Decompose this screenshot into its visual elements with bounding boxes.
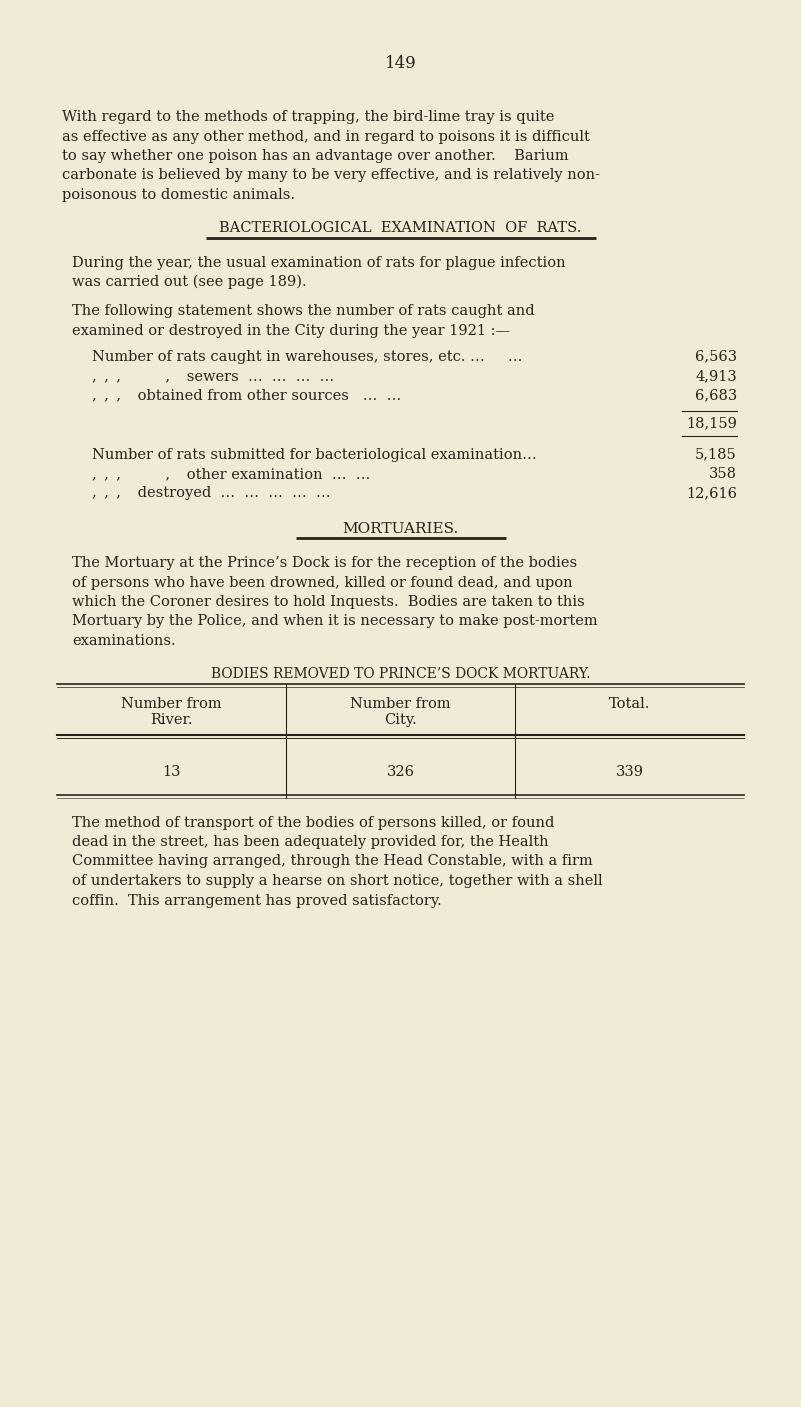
Text: 18,159: 18,159 (686, 416, 737, 431)
Text: The method of transport of the bodies of persons killed, or found: The method of transport of the bodies of… (72, 816, 554, 830)
Text: BACTERIOLOGICAL  EXAMINATION  OF  RATS.: BACTERIOLOGICAL EXAMINATION OF RATS. (219, 221, 582, 235)
Text: of undertakers to supply a hearse on short notice, together with a shell: of undertakers to supply a hearse on sho… (72, 874, 602, 888)
Text: 12,616: 12,616 (686, 487, 737, 501)
Text: Number from
City.: Number from City. (350, 696, 451, 726)
Text: , , ,         ,   other examination  …  …: , , , , other examination … … (92, 467, 370, 481)
Text: Mortuary by the Police, and when it is necessary to make post-mortem: Mortuary by the Police, and when it is n… (72, 615, 598, 629)
Text: Total.: Total. (609, 696, 650, 711)
Text: 358: 358 (709, 467, 737, 481)
Text: With regard to the methods of trapping, the bird-lime tray is quite: With regard to the methods of trapping, … (62, 110, 554, 124)
Text: dead in the street, has been adequately provided for, the Health: dead in the street, has been adequately … (72, 834, 549, 848)
Text: 326: 326 (387, 764, 414, 778)
Text: which the Coroner desires to hold Inquests.  Bodies are taken to this: which the Coroner desires to hold Inques… (72, 595, 585, 609)
Text: 6,563: 6,563 (695, 349, 737, 363)
Text: examined or destroyed in the City during the year 1921 :—: examined or destroyed in the City during… (72, 324, 510, 338)
Text: 149: 149 (384, 55, 417, 72)
Text: , , ,   destroyed  …  …  …  …  …: , , , destroyed … … … … … (92, 487, 331, 501)
Text: 4,913: 4,913 (695, 369, 737, 383)
Text: was carried out (see page 189).: was carried out (see page 189). (72, 274, 307, 290)
Text: Number of rats submitted for bacteriological examination…: Number of rats submitted for bacteriolog… (92, 447, 537, 461)
Text: 5,185: 5,185 (695, 447, 737, 461)
Text: During the year, the usual examination of rats for plague infection: During the year, the usual examination o… (72, 256, 566, 270)
Text: Number of rats caught in warehouses, stores, etc. …     …: Number of rats caught in warehouses, sto… (92, 349, 522, 363)
Text: Number from
River.: Number from River. (121, 696, 222, 726)
Text: examinations.: examinations. (72, 635, 175, 649)
Text: coffin.  This arrangement has proved satisfactory.: coffin. This arrangement has proved sati… (72, 893, 441, 908)
Text: of persons who have been drowned, killed or found dead, and upon: of persons who have been drowned, killed… (72, 575, 573, 590)
Text: The Mortuary at the Prince’s Dock is for the reception of the bodies: The Mortuary at the Prince’s Dock is for… (72, 556, 578, 570)
Text: as effective as any other method, and in regard to poisons it is difficult: as effective as any other method, and in… (62, 129, 590, 144)
Text: 13: 13 (163, 764, 181, 778)
Text: poisonous to domestic animals.: poisonous to domestic animals. (62, 189, 295, 203)
Text: MORTUARIES.: MORTUARIES. (342, 522, 459, 536)
Text: carbonate is believed by many to be very effective, and is relatively non-: carbonate is believed by many to be very… (62, 169, 600, 183)
Text: , , ,   obtained from other sources   …  …: , , , obtained from other sources … … (92, 388, 401, 402)
Text: The following statement shows the number of rats caught and: The following statement shows the number… (72, 304, 534, 318)
Text: 6,683: 6,683 (694, 388, 737, 402)
Text: BODIES REMOVED TO PRINCE’S DOCK MORTUARY.: BODIES REMOVED TO PRINCE’S DOCK MORTUARY… (211, 667, 590, 681)
Text: Committee having arranged, through the Head Constable, with a firm: Committee having arranged, through the H… (72, 854, 593, 868)
Text: , , ,         ,   sewers  …  …  …  …: , , , , sewers … … … … (92, 369, 334, 383)
Text: 339: 339 (615, 764, 643, 778)
Text: to say whether one poison has an advantage over another.    Barium: to say whether one poison has an advanta… (62, 149, 569, 163)
